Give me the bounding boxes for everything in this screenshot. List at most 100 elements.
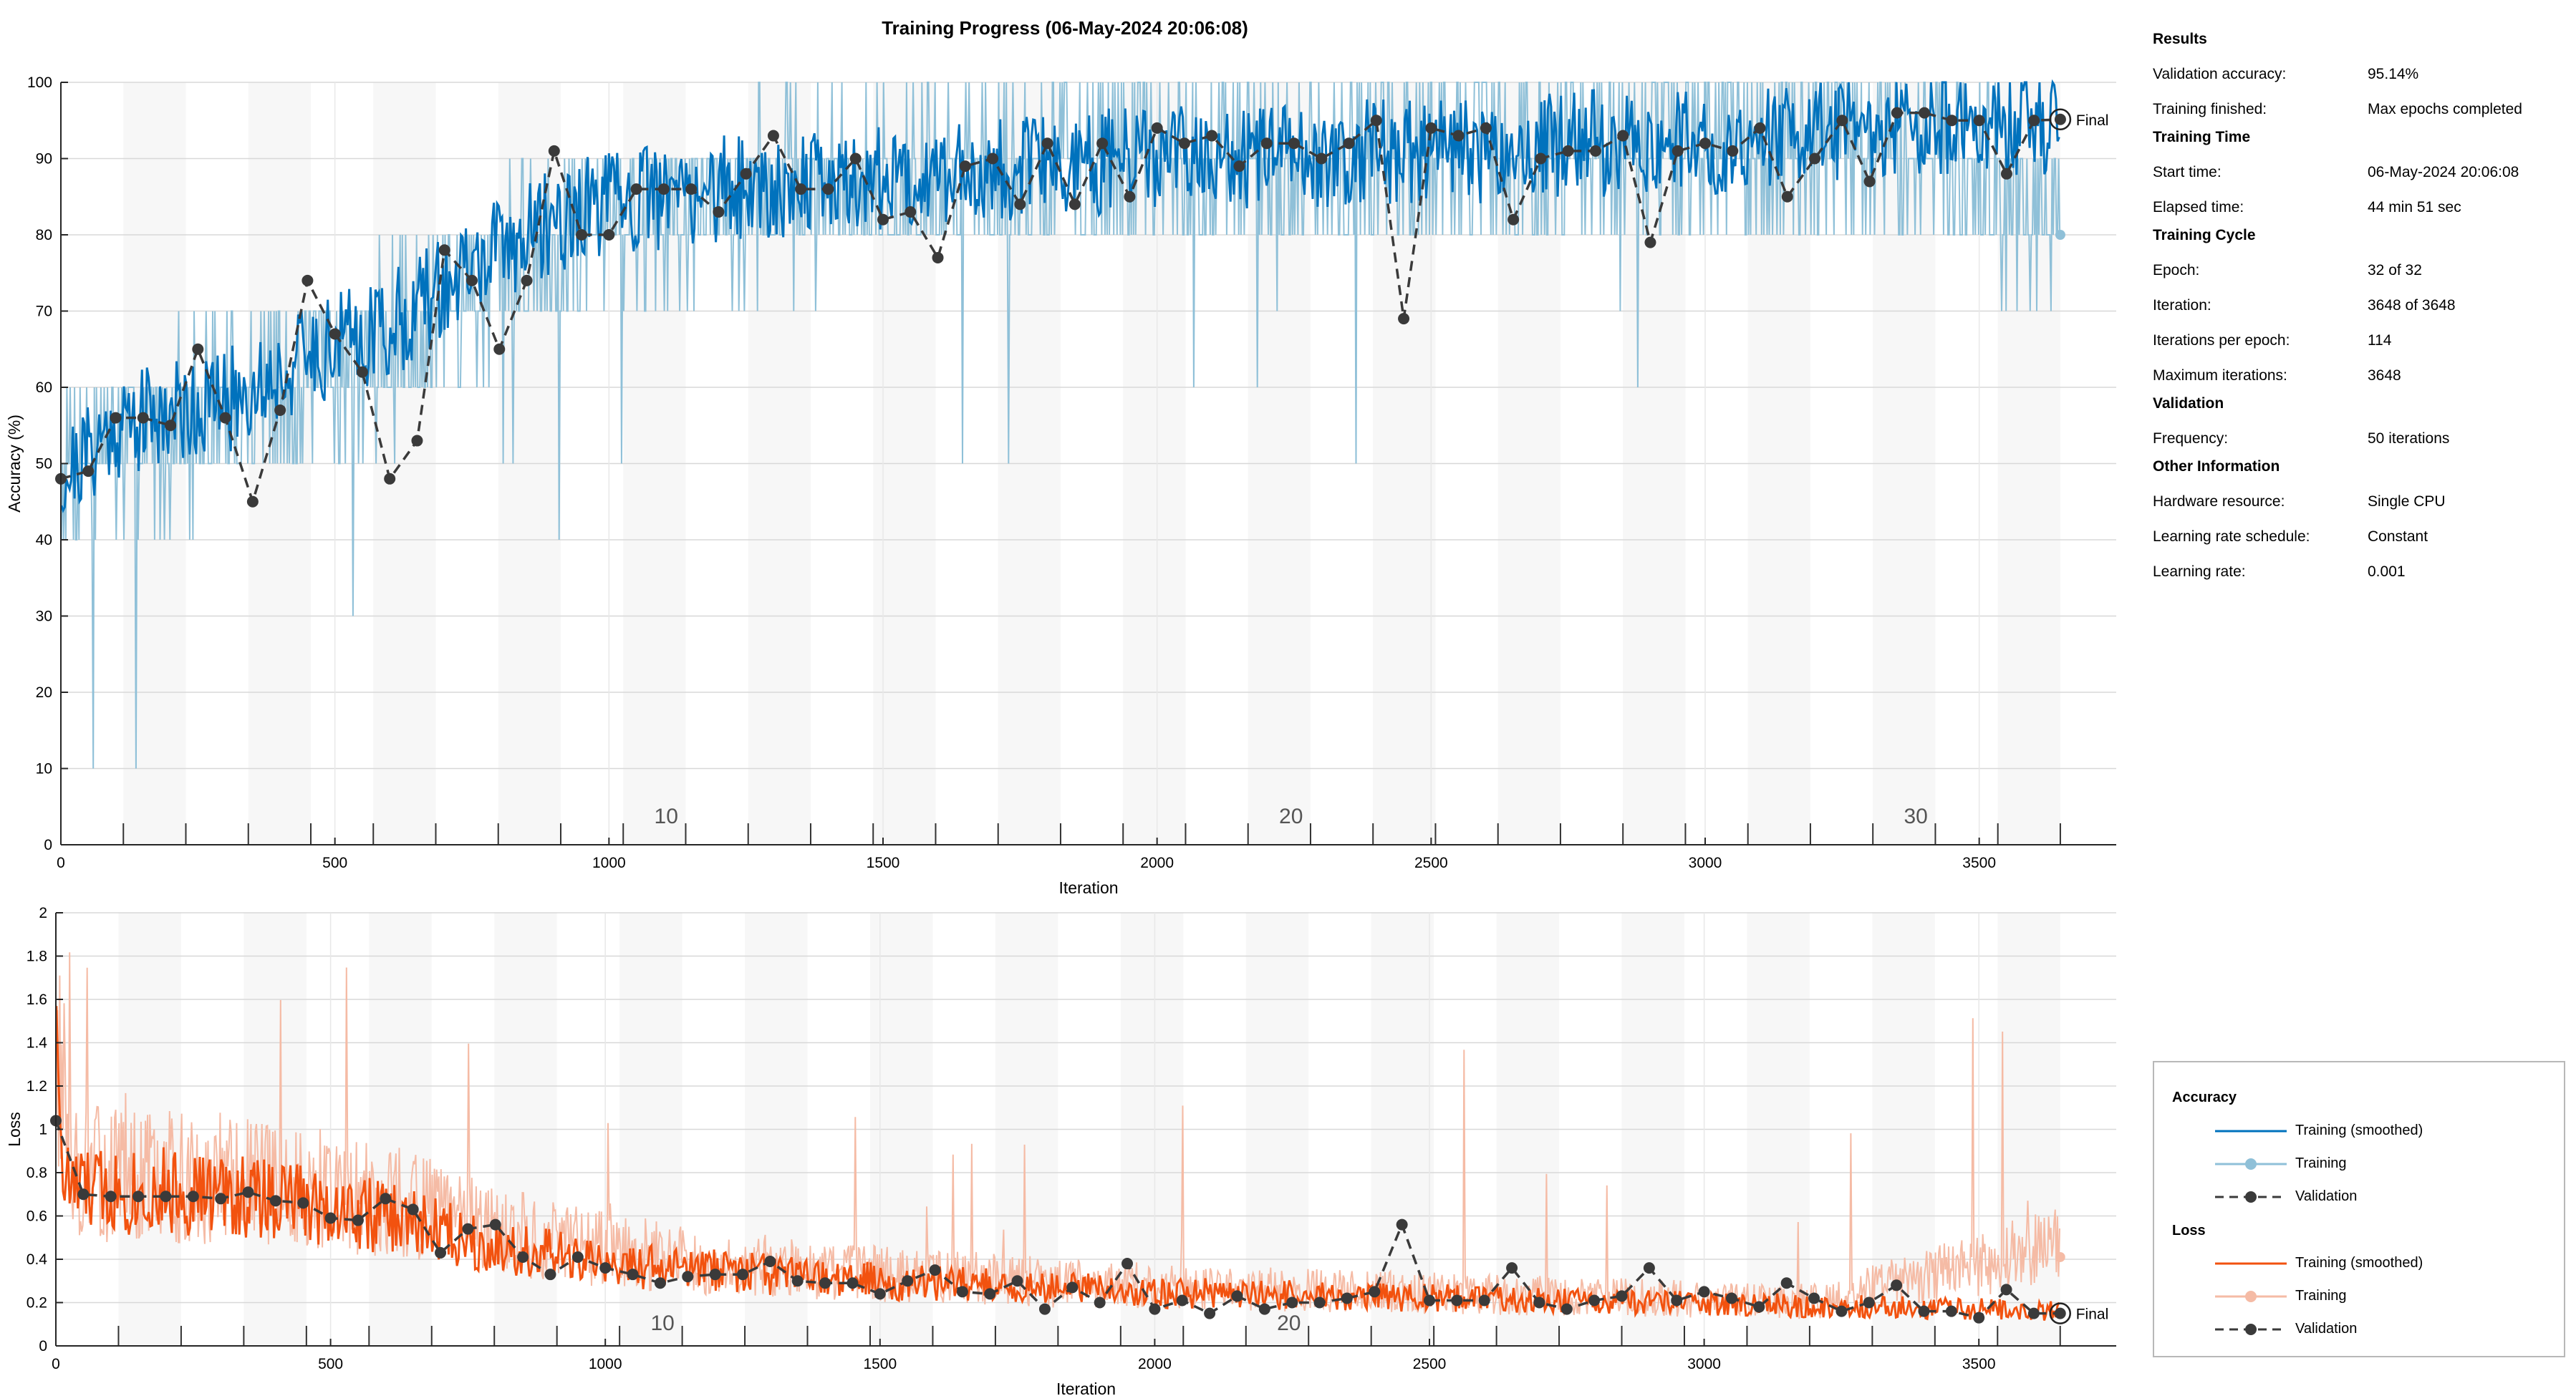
legend-marker-swatch-icon [2215,1158,2287,1170]
validation-point [269,1195,281,1207]
validation-point [1370,115,1382,127]
x-tick-label: 1000 [589,1356,622,1372]
validation-point [192,343,204,355]
validation-point [132,1191,145,1203]
validation-point [1096,137,1109,150]
validation-point [297,1197,309,1209]
info-panel: Results Validation accuracy: 95.14% Trai… [2153,29,2554,583]
validation-point [407,1203,419,1216]
validation-point [356,366,368,378]
iterations-per-epoch-row: Iterations per epoch: 114 [2153,330,2554,352]
frequency-value: 50 iterations [2368,430,2450,447]
validation-point [764,1256,776,1268]
validation-point [1919,107,1931,119]
validation-point [874,1288,886,1300]
validation-point [1178,137,1190,150]
y-tick-label: 40 [36,532,52,548]
x-tick-label: 3000 [1687,1356,1721,1372]
validation-point [1533,1296,1545,1309]
validation-point [1260,137,1273,150]
validation-point [1288,137,1300,150]
y-tick-label: 0.4 [26,1251,48,1268]
validation-point [795,183,807,195]
legend-loss-header: Loss [2172,1223,2206,1239]
validation-point [82,465,95,478]
x-tick-label: 0 [57,855,65,871]
legend-validation-swatch-icon [2215,1324,2287,1335]
training-smoothed-series-line [55,1006,2060,1321]
validation-point [1589,145,1601,157]
validation-point [1617,130,1629,142]
start-time-value: 06-May-2024 20:06:08 [2368,164,2519,180]
validation-point [1369,1286,1381,1298]
training-time-header: Training Time [2153,129,2251,145]
y-tick-label: 90 [36,151,52,168]
legend-line-swatch-icon [2215,1130,2287,1133]
validation-point [1014,198,1026,210]
x-tick-label: 2500 [1414,855,1448,871]
validation-point [1149,1303,1161,1315]
validation-point [767,130,779,142]
validation-point [1535,152,1547,165]
y-tick-label: 1.4 [26,1035,48,1052]
x-tick-label: 2000 [1138,1356,1172,1372]
y-tick-label: 1.6 [26,992,47,1008]
y-tick-label: 20 [36,684,52,701]
x-tick-label: 1000 [592,855,626,871]
learning-rate-schedule-row: Learning rate schedule: Constant [2153,526,2554,548]
legend-label: Training [2295,1288,2347,1304]
elapsed-time-row: Elapsed time: 44 min 51 sec [2153,197,2554,218]
x-tick-label: 1500 [863,1356,897,1372]
validation-point [902,1275,914,1287]
validation-point [956,1286,968,1298]
validation-point [165,420,177,432]
validation-point [819,1277,831,1289]
validation-point [1835,1305,1848,1317]
validation-point [493,343,506,355]
x-axis-label: Iteration [1058,878,1118,897]
validation-point [1616,1290,1628,1302]
validation-point [2000,1284,2012,1296]
validation-point [1231,1290,1243,1302]
y-tick-label: 1.2 [26,1078,47,1095]
epoch-label: 20 [1279,805,1303,828]
plot-legend: Accuracy Training (smoothed) Training Va… [2153,1061,2565,1357]
validation-point [1425,122,1437,134]
validation-point [246,495,259,508]
validation-point [435,1246,447,1259]
validation-point [1151,122,1163,134]
validation-point [1754,122,1766,134]
validation-point [1316,152,1328,165]
x-tick-label: 0 [52,1356,60,1372]
validation-point [1973,1312,1985,1324]
validation-point [1508,213,1520,226]
validation-point [1836,115,1848,127]
validation-point [302,274,314,286]
learning-rate-label: Learning rate: [2153,563,2246,580]
validation-point [1233,160,1245,173]
training-series-line [60,82,2061,769]
x-tick-label: 1500 [867,855,900,871]
validation-point [2028,115,2040,127]
validation-point [489,1218,501,1231]
y-tick-label: 70 [36,304,52,320]
iterations-per-epoch-value: 114 [2368,332,2392,349]
validation-point [324,1212,337,1224]
x-tick-label: 2000 [1140,855,1174,871]
results-header: Results [2153,31,2207,47]
validation-point [1699,137,1711,150]
validation-point [521,274,533,286]
validation-point [462,1223,474,1235]
validation-point [1643,1262,1655,1274]
validation-point [1560,1303,1573,1315]
validation-point [932,251,944,263]
final-label: Final [2076,112,2109,129]
y-tick-label: 60 [36,379,52,396]
x-tick-label: 3500 [1962,1356,1996,1372]
validation-point [1946,115,1958,127]
validation-point [627,1269,639,1281]
validation-point [1398,313,1410,325]
validation-point [380,1193,392,1205]
